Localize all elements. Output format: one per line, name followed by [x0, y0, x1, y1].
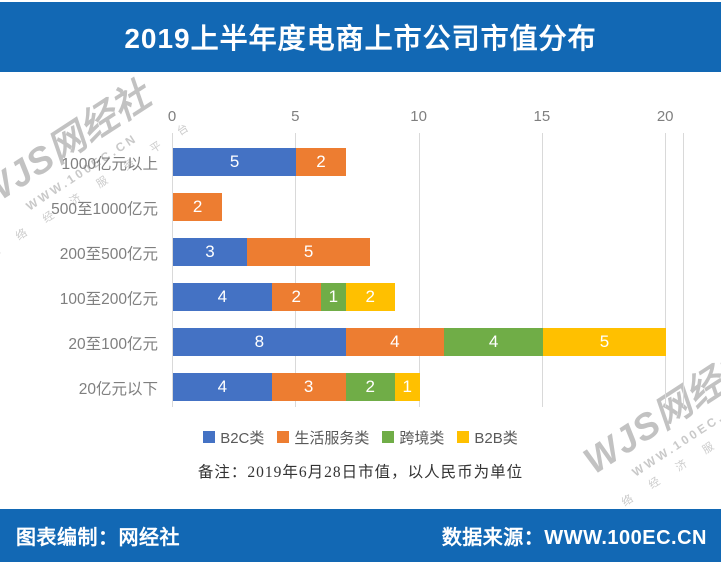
- bar-segment: 2: [345, 373, 395, 401]
- bar-value-label: 4: [488, 332, 499, 351]
- bar-segment: 5: [247, 238, 371, 266]
- page-title: 2019上半年度电商上市公司市值分布: [124, 23, 597, 54]
- bar-value-label: 2: [316, 152, 326, 171]
- gridline: [172, 133, 173, 407]
- legend-item: B2B类: [457, 427, 518, 448]
- footer-bar: 图表编制：网经社 数据来源：WWW.100EC.CN: [0, 509, 721, 562]
- bar-segment: 8: [173, 328, 346, 356]
- bar-value-label: 2: [291, 287, 301, 306]
- bar-value-label: 3: [303, 377, 314, 396]
- x-tick-label: 10: [410, 108, 427, 125]
- x-tick-label: 15: [533, 108, 551, 125]
- chart-legend: B2C类 生活服务类 跨境类 B2B类: [0, 427, 721, 447]
- header-bar: 2019上半年度电商上市公司市值分布: [0, 2, 721, 72]
- bar-segment: 3: [271, 373, 346, 401]
- footer-source: 数据来源：WWW.100EC.CN: [441, 527, 707, 549]
- gridline: [295, 133, 297, 407]
- category-label: 500至1000亿元: [51, 201, 158, 218]
- gridline: [541, 133, 543, 407]
- bar-value-label: 2: [365, 377, 375, 396]
- bar-segment: 3: [173, 238, 247, 266]
- bar-value-label: 5: [229, 152, 240, 171]
- bar-segment: 2: [345, 283, 395, 311]
- bar-value-label: 1: [402, 377, 412, 396]
- bar-segment: 4: [444, 328, 543, 356]
- bar-value-label: 1: [328, 287, 339, 306]
- category-label: 100至200亿元: [59, 291, 158, 308]
- legend-swatch-4: [457, 431, 470, 443]
- legend-item: 跨境类: [382, 427, 444, 448]
- bar-segment: 4: [345, 328, 445, 356]
- bar-segment: 1: [321, 283, 346, 311]
- legend-item: 生活服务类: [277, 427, 369, 448]
- bar-value-label: 8: [254, 332, 265, 351]
- bar-value-label: 5: [599, 332, 610, 351]
- bar-segment: 4: [173, 373, 272, 401]
- bar-segment: 5: [173, 148, 297, 176]
- bar-segment: 4: [173, 283, 272, 311]
- footer-credit: 图表编制：网经社: [16, 527, 180, 549]
- chart-note: 备注：2019年6月28日市值，以人民币为单位: [197, 464, 524, 481]
- legend-swatch-1: [203, 431, 216, 443]
- category-label: 20至100亿元: [68, 336, 158, 353]
- bar-value-label: 4: [217, 287, 228, 306]
- bar-segment: 1: [394, 373, 420, 401]
- category-label: 20亿元以下: [78, 381, 158, 398]
- gridline: [665, 133, 667, 407]
- legend-label: B2C类: [220, 429, 265, 447]
- gridline: [418, 133, 420, 407]
- bar-value-label: 3: [205, 242, 215, 261]
- legend-label: 生活服务类: [294, 429, 370, 447]
- legend-label: B2B类: [474, 429, 518, 447]
- legend-swatch-3: [382, 431, 395, 443]
- bar-value-label: 4: [390, 332, 400, 351]
- x-tick-label: 5: [291, 108, 300, 125]
- bar-segment: 2: [296, 148, 346, 176]
- bar-segment: 2: [173, 193, 223, 221]
- bar-value-label: 5: [303, 242, 314, 261]
- category-label: 200至500亿元: [59, 246, 158, 263]
- bar-segment: 2: [271, 283, 321, 311]
- plot-right-border: [682, 133, 684, 407]
- bar-segment: 5: [542, 328, 667, 356]
- bar-value-label: 2: [365, 287, 375, 306]
- legend-label: 跨境类: [399, 429, 445, 447]
- bar-value-label: 2: [192, 197, 203, 216]
- x-tick-label: 20: [656, 108, 674, 125]
- legend-item: B2C类: [203, 427, 264, 448]
- bar-value-label: 4: [217, 377, 228, 396]
- legend-swatch-2: [277, 431, 290, 443]
- x-tick-label: 0: [167, 108, 177, 125]
- category-label: 1000亿元以上: [61, 156, 158, 173]
